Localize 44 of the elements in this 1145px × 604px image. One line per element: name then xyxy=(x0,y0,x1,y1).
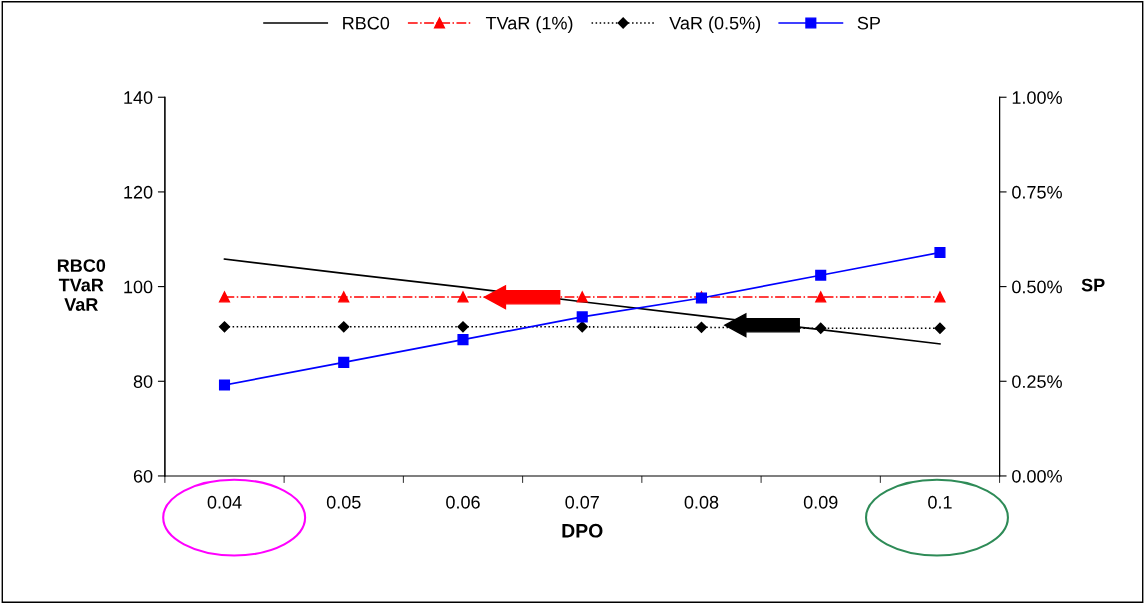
x-tick-label: 0.05 xyxy=(326,495,361,509)
point xyxy=(338,321,350,333)
y-axis-title: RBC0 TVaR VaR xyxy=(57,259,106,311)
point xyxy=(576,291,588,303)
legend-label: TVaR (1%) xyxy=(485,16,573,34)
point xyxy=(338,356,350,368)
point xyxy=(695,321,708,333)
x-tick-label: 0.08 xyxy=(684,495,719,509)
point xyxy=(218,379,231,391)
point xyxy=(457,291,469,303)
point xyxy=(576,311,588,323)
y2-axis-title: SP xyxy=(1081,278,1105,292)
point xyxy=(218,291,231,303)
y2-tick-label: 0.25% xyxy=(1012,375,1062,388)
point xyxy=(815,322,827,334)
point xyxy=(576,321,588,333)
legend-label: RBC0 xyxy=(343,16,390,30)
point xyxy=(815,269,827,281)
x-tick-label: 0.09 xyxy=(803,495,838,509)
point xyxy=(934,322,946,334)
x-tick-label: 0.07 xyxy=(565,495,599,509)
x-tick-label: 0.06 xyxy=(446,495,480,509)
point xyxy=(815,291,827,303)
point xyxy=(457,321,469,333)
point xyxy=(338,291,350,303)
x-tick-label: 0.1 xyxy=(928,495,952,509)
point xyxy=(218,321,231,333)
point xyxy=(934,246,946,259)
y-tick-label: 120 xyxy=(124,185,153,199)
line-series xyxy=(223,258,941,345)
point xyxy=(457,334,469,346)
x-axis-title: DPO xyxy=(562,523,603,538)
point xyxy=(934,291,946,303)
y2-tick-label: 0.50% xyxy=(1012,280,1062,294)
y-tick-label: 80 xyxy=(133,375,153,388)
y-tick-label: 140 xyxy=(124,91,153,104)
x-tick-label: 0.04 xyxy=(207,495,242,509)
legend-label: SP xyxy=(857,16,880,30)
y2-tick-label: 0.75% xyxy=(1012,185,1062,199)
y-tick-label: 60 xyxy=(133,469,153,483)
legend-label: VaR (0.5%) xyxy=(669,16,761,34)
y-tick-label: 100 xyxy=(124,280,153,294)
y2-tick-label: 0.00% xyxy=(1012,469,1062,483)
y2-tick-label: 1.00% xyxy=(1012,91,1062,104)
